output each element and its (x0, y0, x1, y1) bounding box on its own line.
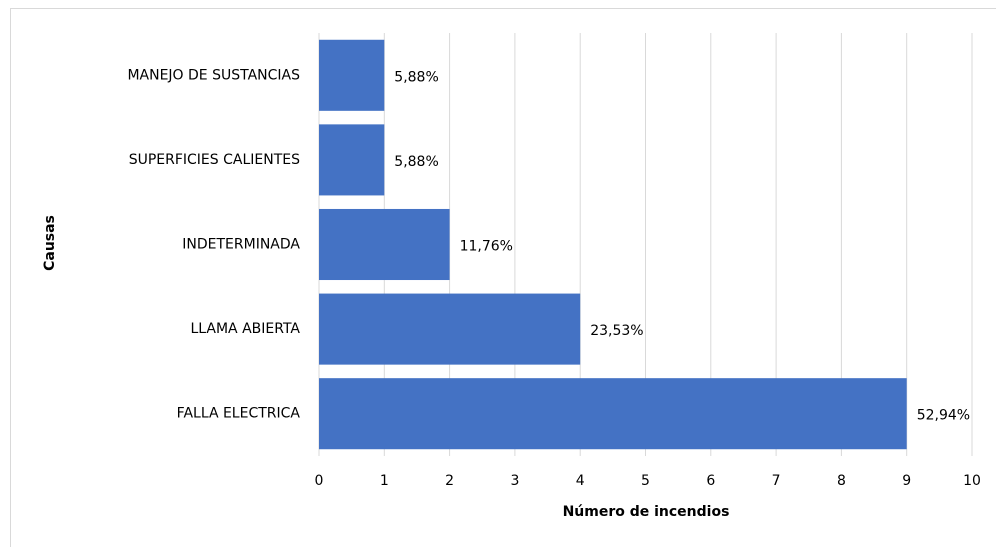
data-label: 5,88% (394, 154, 438, 170)
x-tick-label: 7 (772, 473, 781, 489)
x-tick-label: 10 (963, 473, 981, 489)
bar (319, 293, 581, 365)
bar (319, 378, 907, 450)
y-tick-label: INDETERMINADA (182, 237, 300, 253)
data-label: 5,88% (394, 69, 438, 85)
y-axis-title: Causas (42, 215, 58, 271)
data-label: 52,94% (917, 408, 970, 424)
bar (319, 208, 450, 281)
x-tick-label: 2 (445, 473, 454, 489)
chart-border (10, 8, 996, 547)
y-tick-label: MANEJO DE SUSTANCIAS (127, 67, 300, 83)
x-tick-label: 1 (380, 473, 389, 489)
bar (319, 124, 385, 196)
y-tick-label: FALLA ELECTRICA (177, 406, 301, 422)
x-tick-label: 0 (315, 473, 324, 489)
x-tick-label: 9 (902, 473, 911, 489)
y-tick-label: LLAMA ABIERTA (190, 321, 300, 337)
x-tick-label: 8 (837, 473, 846, 489)
x-axis-title: Número de incendios (563, 504, 730, 520)
x-tick-label: 3 (510, 473, 519, 489)
bar (319, 39, 385, 111)
x-tick-label: 4 (576, 473, 585, 489)
y-tick-label: SUPERFICIES CALIENTES (129, 152, 300, 168)
x-tick-label: 5 (641, 473, 650, 489)
data-label: 11,76% (460, 239, 513, 255)
x-tick-label: 6 (706, 473, 715, 489)
data-label: 23,53% (590, 323, 643, 339)
